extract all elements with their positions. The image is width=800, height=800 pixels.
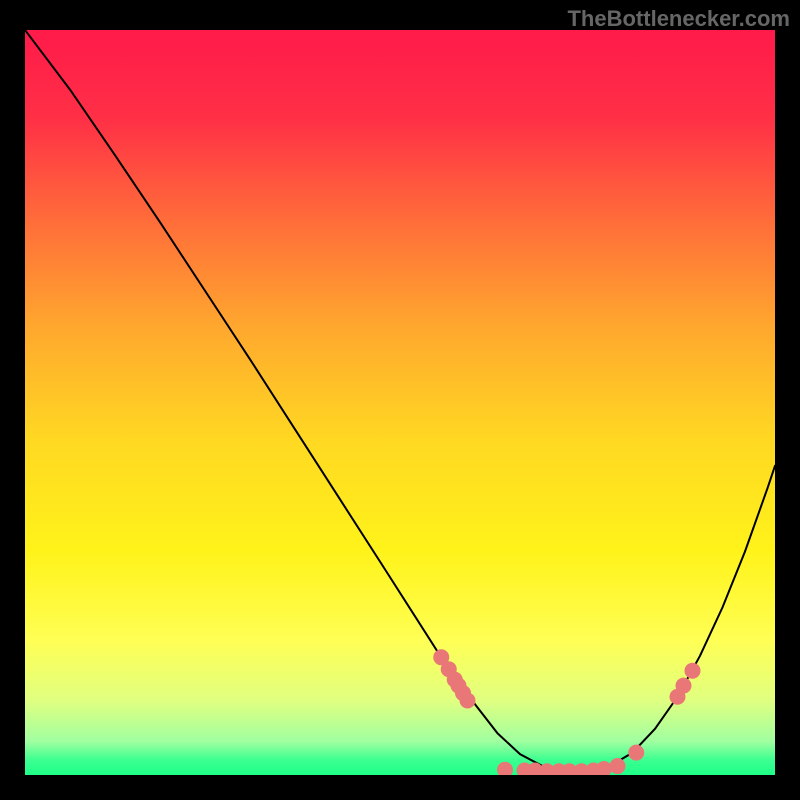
chart-background [25, 30, 775, 775]
chart-svg [25, 30, 775, 775]
data-marker [676, 678, 692, 694]
watermark-text: TheBottlenecker.com [567, 6, 790, 32]
data-marker [685, 663, 701, 679]
data-marker [460, 693, 476, 709]
data-marker [628, 745, 644, 761]
data-marker [610, 758, 626, 774]
chart-container: TheBottlenecker.com [0, 0, 800, 800]
plot-area [25, 30, 775, 775]
